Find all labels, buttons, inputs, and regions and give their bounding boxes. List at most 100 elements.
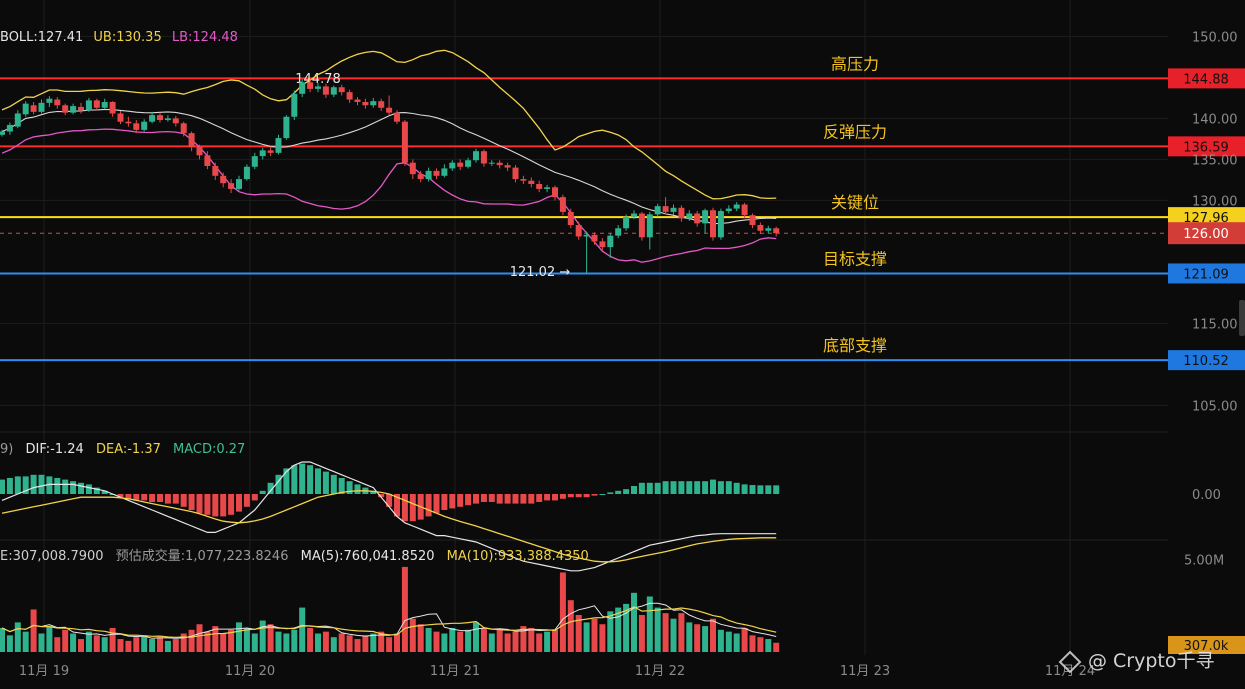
volume-bar bbox=[164, 640, 171, 652]
macd-bar bbox=[370, 490, 377, 494]
watermark: @ Crypto千寻 bbox=[1058, 650, 1215, 674]
volume-bar bbox=[425, 627, 432, 652]
time-tick-label: 11月 21 bbox=[430, 664, 480, 679]
candle-body bbox=[441, 168, 448, 176]
macd-bar bbox=[552, 494, 558, 501]
macd-bar bbox=[78, 482, 84, 494]
candle-body bbox=[646, 214, 653, 238]
macd-bar bbox=[433, 494, 440, 514]
macd-bar bbox=[512, 494, 519, 504]
candle-body bbox=[528, 180, 535, 184]
macd-bar bbox=[741, 484, 748, 494]
volume-bar bbox=[559, 572, 566, 652]
candle-body bbox=[710, 210, 716, 238]
candle-body bbox=[370, 101, 377, 106]
candle-body bbox=[654, 206, 661, 215]
macd-bar bbox=[607, 492, 614, 494]
volume-bar bbox=[433, 631, 440, 652]
boll-bands bbox=[1, 49, 777, 263]
macd-bar bbox=[425, 494, 432, 517]
candle-body bbox=[133, 123, 140, 130]
macd-bar bbox=[14, 476, 21, 494]
volume-bar bbox=[741, 627, 748, 652]
volume-bar bbox=[251, 633, 258, 652]
candle-body bbox=[299, 82, 306, 94]
candle-body bbox=[85, 100, 92, 111]
macd-bar bbox=[615, 490, 622, 494]
volume-bar bbox=[702, 626, 709, 652]
volume-bar bbox=[6, 635, 13, 652]
macd-bar bbox=[623, 489, 630, 494]
macd-bar bbox=[670, 481, 677, 494]
price-annotation: 121.02 → bbox=[510, 265, 571, 280]
volume-bar bbox=[465, 629, 472, 652]
macd-bar bbox=[646, 482, 653, 494]
dea-line bbox=[1, 490, 777, 563]
candle-body bbox=[204, 155, 211, 166]
candle-body bbox=[717, 211, 724, 238]
candle-body bbox=[465, 160, 472, 167]
volume-bar bbox=[267, 624, 274, 652]
volume-bar bbox=[496, 629, 503, 652]
macd-bar bbox=[765, 485, 772, 494]
volume-bar bbox=[172, 639, 179, 652]
macd-bar bbox=[0, 479, 5, 494]
volume-bar bbox=[631, 592, 637, 652]
candle-body bbox=[125, 121, 132, 124]
svg-text:@ Crypto千寻: @ Crypto千寻 bbox=[1088, 650, 1215, 672]
volume-bar bbox=[520, 626, 527, 652]
candle-body bbox=[757, 225, 764, 231]
candle-body bbox=[267, 150, 274, 153]
candle-body bbox=[362, 102, 369, 106]
volume-bar bbox=[236, 622, 242, 652]
volume-bar bbox=[725, 631, 732, 652]
volume-bar bbox=[291, 629, 298, 652]
macd-bar bbox=[409, 494, 416, 522]
volume-bar bbox=[378, 631, 385, 652]
macd-bar bbox=[354, 484, 361, 494]
candle-body bbox=[765, 228, 772, 231]
volume-bar bbox=[212, 626, 219, 652]
volume-bar bbox=[670, 618, 677, 652]
volume-bar bbox=[54, 637, 61, 652]
candle-body bbox=[307, 82, 314, 89]
macd-bar bbox=[204, 494, 211, 515]
macd-bar bbox=[117, 494, 124, 498]
candle-body bbox=[93, 100, 100, 108]
scrollbar-handle[interactable] bbox=[1239, 300, 1245, 336]
level-label: 底部支撑 bbox=[823, 336, 887, 355]
macd-bar bbox=[378, 494, 385, 498]
candle-body bbox=[678, 207, 685, 219]
volume-badge-text: 307.0k bbox=[1184, 639, 1229, 654]
candle-body bbox=[536, 184, 543, 189]
volume-bar bbox=[70, 633, 77, 652]
boll-upper-line bbox=[1, 49, 777, 200]
candle-body bbox=[196, 147, 203, 156]
volume-bar bbox=[567, 600, 574, 652]
candle-body bbox=[6, 124, 13, 132]
price-axis[interactable]: 150.00 140.00 135.00 130.00 115.00 105.00 0.00… bbox=[1168, 30, 1245, 654]
macd-bar bbox=[259, 490, 266, 494]
macd-bar bbox=[251, 494, 258, 501]
volume-bar bbox=[710, 618, 716, 652]
volume-bar bbox=[322, 631, 329, 652]
time-tick-label: 11月 19 bbox=[19, 664, 69, 679]
macd-bar bbox=[717, 481, 724, 494]
volume-bar bbox=[591, 618, 598, 652]
level-badge bbox=[1168, 136, 1245, 157]
volume-bar bbox=[615, 607, 622, 652]
macd-bar bbox=[322, 471, 329, 494]
macd-bar bbox=[30, 474, 37, 494]
candle-body bbox=[702, 210, 709, 224]
macd-bar bbox=[575, 494, 582, 498]
candle-body bbox=[394, 112, 400, 122]
candle-body bbox=[283, 116, 290, 139]
macd-bar bbox=[457, 494, 464, 507]
volume-bar bbox=[394, 633, 400, 652]
candle-body bbox=[322, 86, 329, 95]
candle-body bbox=[180, 123, 187, 134]
candle-body bbox=[559, 197, 566, 212]
volume-bar bbox=[204, 631, 211, 652]
